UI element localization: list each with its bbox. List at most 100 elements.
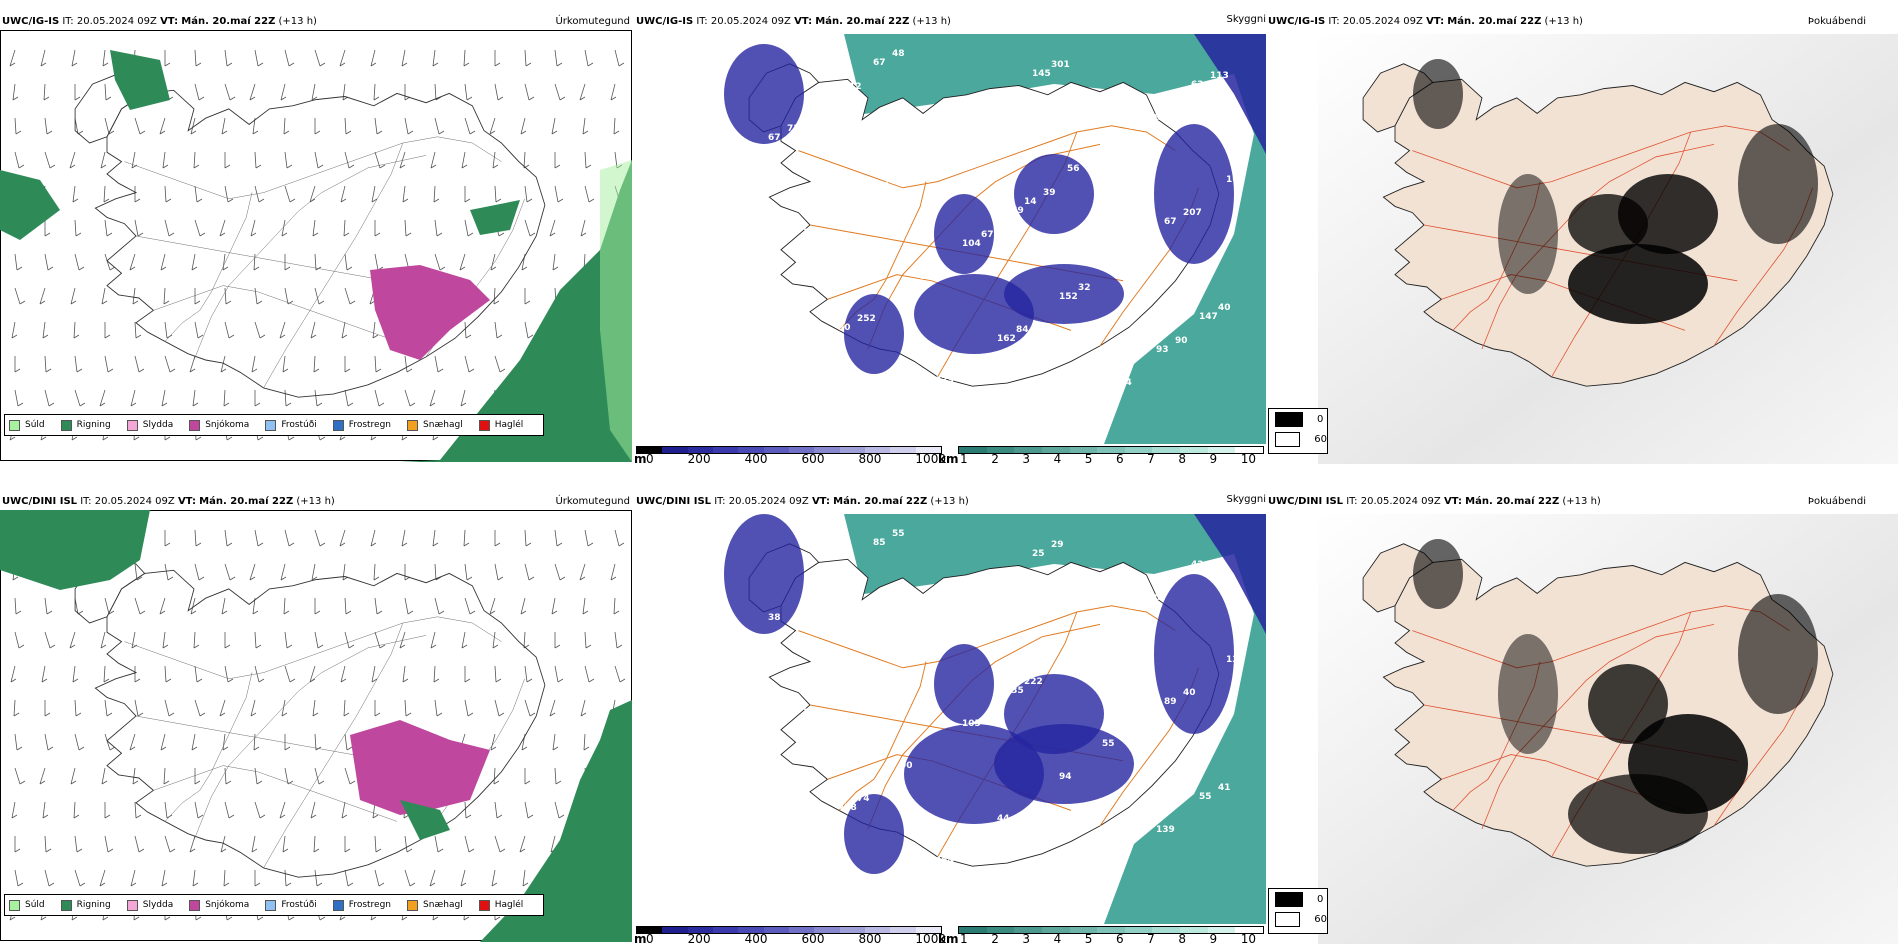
- wind-barb-tick: [289, 678, 296, 683]
- wind-barb: [520, 597, 526, 615]
- colorbar-tick: 9: [1209, 452, 1218, 464]
- wind-barb: [374, 253, 379, 271]
- wind-barb-tick: [312, 232, 319, 237]
- road-line: [153, 765, 398, 822]
- wind-barb: [74, 733, 80, 751]
- fog-legend-label: 60: [1314, 913, 1327, 925]
- wind-barb-tick: [221, 610, 228, 615]
- wind-barb: [373, 563, 376, 581]
- wind-barb: [314, 49, 321, 67]
- wind-barb-tick: [134, 678, 141, 683]
- colorbar-bin: [637, 927, 663, 933]
- rain-area: [0, 170, 60, 240]
- wind-barb-tick: [133, 916, 140, 921]
- legend-label: Snjókoma: [205, 420, 250, 430]
- wind-barb: [14, 767, 21, 785]
- wind-barb-tick: [73, 334, 80, 339]
- wind-barb: [464, 563, 468, 581]
- wind-barb-tick: [14, 848, 21, 853]
- colorbar-tick: 6: [1115, 932, 1124, 944]
- visibility-map: 148 193 342 269 129 147 55 67 55 56 67 101 30 233 145 1…: [634, 34, 1266, 444]
- colorbar-bin: [915, 927, 941, 933]
- wind-barb-tick: [72, 678, 79, 683]
- wind-barb-tick: [371, 198, 378, 203]
- visibility-value-label: 128: [822, 699, 841, 709]
- wind-barb: [434, 253, 441, 271]
- visibility-value-label: 152: [830, 571, 849, 581]
- visibility-value-label: 42: [1121, 730, 1134, 740]
- visibility-value-label: 148: [714, 47, 733, 57]
- wind-barb-tick: [16, 746, 23, 751]
- wind-barb-tick: [70, 300, 77, 305]
- wind-barb-tick: [317, 164, 324, 169]
- wind-barb: [339, 529, 346, 547]
- legend-label: Frostregn: [348, 900, 392, 910]
- wind-barb: [402, 665, 406, 683]
- wind-barb-tick: [585, 164, 592, 169]
- wind-barb-tick: [555, 780, 562, 785]
- wind-barb-tick: [47, 746, 54, 751]
- wind-barb: [44, 389, 50, 407]
- wind-barb-tick: [219, 232, 226, 237]
- legend-label: Súld: [25, 420, 45, 430]
- wind-barb-tick: [222, 266, 229, 271]
- wind-barb: [430, 631, 436, 649]
- wind-barb-tick: [374, 712, 381, 717]
- wind-barb-tick: [78, 746, 85, 751]
- wind-barb-tick: [370, 62, 377, 67]
- wind-barb-tick: [526, 198, 533, 203]
- low-cloud-area: [1154, 574, 1234, 734]
- wind-barb-tick: [46, 130, 53, 135]
- wind-barb-tick: [196, 678, 203, 683]
- wind-barb-tick: [579, 96, 586, 101]
- fog-legend-item: 60: [1269, 909, 1327, 929]
- visibility-value-label: 104: [962, 239, 981, 249]
- wind-barb: [131, 631, 136, 649]
- wind-barb-tick: [46, 610, 53, 615]
- wind-barb-tick: [406, 848, 413, 853]
- wind-barb-tick: [190, 130, 197, 135]
- precip-legend-item: Slydda: [126, 419, 173, 431]
- wind-barb: [494, 699, 500, 717]
- wind-barb: [614, 529, 620, 547]
- precip-legend-item: Snæhagl: [407, 419, 463, 431]
- fog-legend-swatch: [1275, 891, 1303, 907]
- wind-barb: [310, 321, 316, 339]
- wind-barb: [434, 219, 438, 237]
- wind-barb-tick: [579, 576, 586, 581]
- wind-barb: [464, 597, 471, 615]
- wind-barb-tick: [12, 96, 19, 101]
- wind-barb-tick: [44, 712, 51, 717]
- wind-barb-tick: [71, 916, 78, 921]
- wind-barb-tick: [524, 780, 531, 785]
- wind-barb-tick: [283, 610, 290, 615]
- wind-barb-tick: [130, 882, 137, 887]
- wind-barb: [224, 529, 228, 547]
- road-line: [1412, 605, 1790, 669]
- wind-barb-tick: [43, 96, 50, 101]
- wind-barb-tick: [162, 644, 169, 649]
- wind-barb-tick: [73, 814, 80, 819]
- wind-barb-tick: [70, 780, 77, 785]
- precip-legend-item: Rigning: [60, 899, 111, 911]
- wind-barb: [494, 835, 501, 853]
- wind-barb: [279, 321, 286, 339]
- cloud-base-ticks: 0 200 400 600 800 1000: [646, 932, 946, 944]
- wind-barb: [194, 563, 200, 581]
- wind-barb-tick: [526, 678, 533, 683]
- wind-barb-tick: [130, 402, 137, 407]
- colorbar-tick: 3: [1022, 932, 1031, 944]
- wind-barb: [524, 801, 529, 819]
- wind-barb-tick: [49, 644, 56, 649]
- wind-barb-tick: [405, 232, 412, 237]
- colorbar-bin: [1180, 927, 1208, 933]
- wind-barb: [190, 597, 196, 615]
- wind-barb-tick: [228, 814, 235, 819]
- wind-barb: [223, 869, 226, 887]
- wind-barb-tick: [554, 164, 561, 169]
- wind-barb-tick: [165, 198, 172, 203]
- wind-barb-tick: [14, 368, 21, 373]
- visibility-value-label: 65: [1086, 635, 1099, 645]
- wind-barb: [464, 835, 470, 853]
- wind-barb: [284, 287, 289, 305]
